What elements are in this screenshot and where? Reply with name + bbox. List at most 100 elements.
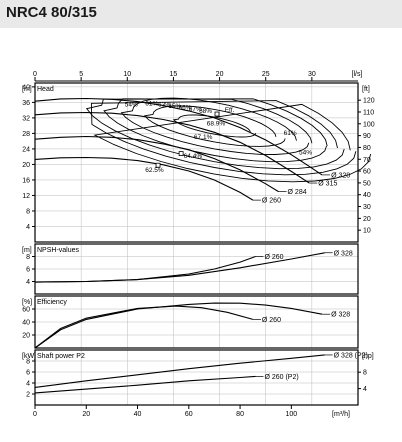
panel-power [32, 349, 361, 406]
curve-label: Ø 260 [262, 198, 281, 205]
efficiency-contour [93, 103, 372, 183]
efficiency-label: 54% [299, 149, 312, 156]
efficiency-label: 65% [168, 103, 181, 110]
y-tick-label: 20 [22, 162, 30, 169]
y-right-tick-label: 40 [363, 192, 371, 199]
curve-label: Ø 328 [331, 312, 350, 319]
y-right-tick-label: 100 [363, 121, 375, 128]
y-right-tick-label: 60 [363, 169, 371, 176]
panel-left-unit: [%] [22, 299, 32, 306]
efficiency-label: 64.4% [184, 153, 203, 160]
y-tick-label: 20 [22, 333, 30, 340]
y-right-tick-label: 90 [363, 133, 371, 140]
bottom-axis-tick-label: 20 [82, 411, 90, 418]
y-tick-label: 12 [22, 193, 30, 200]
y-tick-label: 36 [22, 100, 30, 107]
panel-label: Efficiency [37, 299, 67, 306]
efficiency-label: 62.5% [145, 167, 164, 174]
curve-power-0 [34, 354, 325, 388]
panel-npsh [32, 243, 359, 295]
curve-head-1 [34, 111, 310, 184]
curve-head-2 [34, 135, 279, 193]
y-right-tick-label: 10 [363, 228, 371, 235]
title-bar [0, 0, 402, 28]
efficiency-label: 63% [158, 101, 171, 108]
y-tick-label: 40 [22, 320, 30, 327]
y-tick-label: 32 [22, 115, 30, 122]
panel-left-unit: [m] [22, 247, 32, 254]
bottom-axis-tick-label: 80 [236, 411, 244, 418]
panel-label: Head [37, 86, 54, 93]
eff-marker-label: Eff. [225, 107, 235, 114]
y-right-tick-label: 110 [363, 109, 374, 116]
panel-label: NPSH-values [37, 247, 80, 254]
y-tick-label: 6 [26, 370, 30, 377]
panel-frame [34, 349, 359, 406]
curve-power-1 [34, 375, 256, 394]
bottom-axis-unit: [m³/h] [332, 411, 350, 418]
y-tick-label: 4 [26, 224, 30, 231]
page-title: NRC4 80/315 [6, 4, 97, 21]
efficiency-contour [120, 97, 310, 155]
panel-frame [34, 82, 359, 243]
top-axis-tick-label: 15 [170, 71, 178, 78]
y-right-tick-label: 70 [363, 157, 371, 164]
y-right-tick-label: 20 [363, 216, 371, 223]
y-right-tick-label: 50 [363, 180, 371, 187]
efficiency-label: 68.9% [207, 121, 226, 128]
curve-efficiency-1 [34, 305, 254, 349]
efficiency-label: 67% [189, 106, 202, 113]
bottom-axis-tick-label: 100 [286, 411, 298, 418]
top-axis-tick-label: 30 [308, 71, 316, 78]
curve-efficiency-0 [34, 302, 323, 349]
y-tick-label: 8 [26, 254, 30, 261]
panel-efficiency [32, 295, 359, 349]
panel-head [32, 82, 372, 243]
efficiency-label: 68% [199, 108, 212, 115]
curve-npsh-1 [34, 255, 256, 283]
top-axis-tick-label: 5 [79, 71, 83, 78]
efficiency-contour [172, 114, 257, 138]
panel-left-unit: [kW] [22, 353, 36, 360]
curve-label: Ø 284 [288, 189, 307, 196]
y-tick-label: 2 [26, 392, 30, 399]
y-tick-label: 8 [26, 359, 30, 366]
curve-head-3 [34, 156, 254, 201]
panel-right-unit: [ft] [362, 86, 370, 93]
bottom-axis-tick-label: 60 [185, 411, 193, 418]
top-axis-tick-label: 20 [216, 71, 224, 78]
bep-marker [178, 151, 184, 156]
curve-head-0 [34, 97, 323, 176]
panel-label: Shaft power P2 [37, 353, 85, 360]
curve-label: Ø 328 [334, 250, 353, 257]
y-right-tick-label: 120 [363, 98, 375, 105]
top-axis-tick-label: 25 [262, 71, 270, 78]
panel-right-unit: [hp] [362, 353, 374, 360]
top-axis-unit: [l/s] [352, 71, 363, 78]
bep-marker [214, 111, 220, 117]
y-tick-label: 4 [26, 279, 30, 286]
curve-label: Ø 315 [318, 181, 337, 188]
y-tick-label: 40 [22, 84, 30, 91]
y-tick-label: 60 [22, 307, 30, 314]
panel-frame [34, 295, 359, 349]
y-right-tick-label: 30 [363, 204, 371, 211]
efficiency-contour [143, 105, 286, 147]
panel-left-unit: [m] [22, 86, 32, 93]
efficiency-contour [85, 98, 345, 170]
y-right-tick-label: 8 [363, 370, 367, 377]
efficiency-label: 61% [284, 130, 297, 137]
curve-label: Ø 328 [331, 172, 350, 179]
curve-label: Ø 260 [262, 317, 281, 324]
curve-label: Ø 328 (P2) [334, 352, 368, 359]
bep-marker [155, 162, 161, 168]
panel-frame [34, 243, 359, 295]
y-tick-label: 6 [26, 267, 30, 274]
top-axis-tick-label: 0 [33, 71, 37, 78]
efficiency-label: 54% [125, 101, 138, 108]
efficiency-label: 66% [179, 104, 192, 111]
bottom-axis-tick-label: 0 [33, 411, 37, 418]
curve-label: Ø 260 [264, 254, 283, 261]
y-tick-label: 16 [22, 177, 30, 184]
